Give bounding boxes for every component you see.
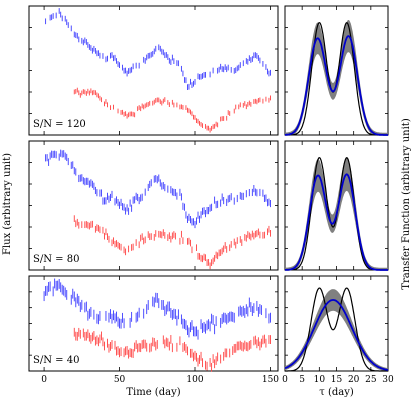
signal-to-noise-label: S/N = 120 <box>33 119 86 130</box>
light-curve-panel: S/N = 120 <box>28 5 279 136</box>
recovered-transfer-line <box>285 173 388 271</box>
tf-xtick-label: 25 <box>365 375 377 385</box>
tf-xtick-label: 5 <box>299 375 305 385</box>
true-transfer-line <box>285 287 388 372</box>
light-curve-panel: 0 50 100 150 Time (day) S/N = 40 <box>28 275 279 398</box>
lc-xtick-label: 150 <box>262 375 279 385</box>
tf-xtick-label: 30 <box>382 375 394 385</box>
lc-xlabel: Time (day) <box>126 387 180 398</box>
light-curve-panel: S/N = 80 <box>28 140 279 271</box>
tf-xtick-label: 20 <box>348 375 360 385</box>
recovered-transfer-line <box>284 299 389 371</box>
lc-xtick-label: 100 <box>186 375 203 385</box>
tf-xtick-label: 0 <box>282 375 288 385</box>
transfer-panel <box>284 5 389 136</box>
lc-xtick-label: 0 <box>41 375 47 385</box>
recovered-transfer-line <box>284 35 388 136</box>
tf-xtick-label: 15 <box>331 375 343 385</box>
right-ylabel: Transfer Function (arbitrary unit) <box>401 118 412 290</box>
left-ylabel: Flux (arbitrary unit) <box>2 153 13 255</box>
tf-xlabel: τ (day) <box>319 387 354 398</box>
lc-frame <box>28 5 279 136</box>
transfer-panel <box>284 140 389 271</box>
transfer-panel: 0 5 10 15 20 25 30 τ (day) <box>282 275 394 398</box>
lc-xtick-label: 50 <box>114 375 126 385</box>
tf-xtick-label: 10 <box>314 375 326 385</box>
signal-to-noise-label: S/N = 40 <box>33 355 79 366</box>
signal-to-noise-label: S/N = 80 <box>33 254 79 265</box>
